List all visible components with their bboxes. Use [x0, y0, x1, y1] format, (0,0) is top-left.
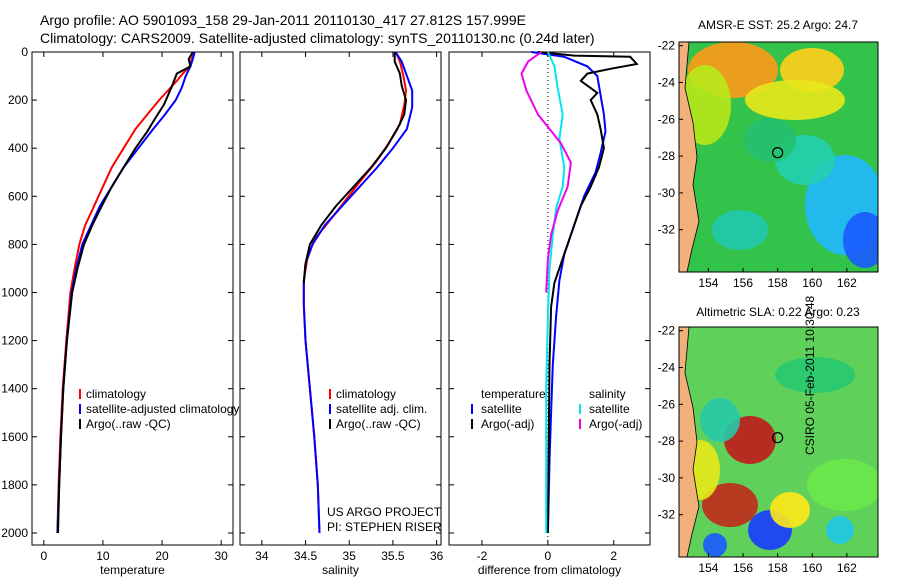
sla-map-frame — [678, 326, 879, 558]
depth-tick-label: 1200 — [1, 334, 28, 348]
temperature-xtick-label: 10 — [96, 549, 110, 563]
salinity-xtick-label: 35.5 — [381, 549, 405, 563]
depth-tick-label: 400 — [8, 141, 28, 155]
salinity-series-line — [302, 52, 408, 283]
sla-field-anomaly — [702, 483, 758, 527]
sla-lat-tick-label: -28 — [658, 434, 676, 448]
sla-land-mask — [679, 327, 700, 557]
sla-argo-position-marker — [772, 432, 784, 444]
difference-legend-label: Argo(-adj) — [481, 417, 534, 431]
temperature-legend-label: Argo(..raw -QC) — [86, 417, 171, 431]
project-credit: US ARGO PROJECT — [327, 505, 442, 519]
salinity-plot-frame — [239, 51, 442, 546]
difference-series-line — [531, 51, 607, 534]
temperature-xtick-label: 20 — [155, 549, 169, 563]
depth-tick-label: 1400 — [1, 382, 28, 396]
difference-xtick-label: 2 — [610, 549, 617, 563]
difference-xtick-label: 0 — [545, 549, 552, 563]
salinity-legend-label: satellite adj. clim. — [336, 402, 427, 416]
figure-title-line1: Argo profile: AO 5901093_158 29-Jan-2011… — [40, 12, 526, 28]
sst-lat-tick-label: -32 — [658, 223, 676, 237]
depth-tick-label: 800 — [8, 237, 28, 251]
sla-lat-tick-label: -26 — [658, 397, 676, 411]
sst-map-frame — [678, 41, 879, 273]
sla-lon-tick-label: 162 — [837, 561, 857, 575]
depth-tick-label: 1800 — [1, 478, 28, 492]
depth-tick-label: 1600 — [1, 430, 28, 444]
csiro-timestamp: CSIRO 05-Feb-2011 10:30:48 — [803, 295, 817, 455]
temperature-legend-label: climatology — [86, 387, 146, 401]
sla-field-anomaly — [826, 516, 854, 544]
salinity-xtick-label: 35 — [343, 549, 357, 563]
salinity-legend-label: climatology — [336, 387, 396, 401]
sst-lon-tick-label: 156 — [733, 276, 753, 290]
depth-tick-label: 200 — [8, 93, 28, 107]
figure-title-line2: Climatology: CARS2009. Satellite-adjuste… — [40, 30, 595, 46]
sla-lon-tick-label: 156 — [733, 561, 753, 575]
depth-tick-label: 0 — [21, 45, 28, 59]
sst-lat-tick-label: -30 — [658, 186, 676, 200]
sla-field-anomaly — [700, 398, 740, 442]
difference-legend-heading: temperature — [481, 387, 546, 401]
temperature-legend-label: satellite-adjusted climatology — [86, 402, 239, 416]
difference-legend-heading: salinity — [589, 387, 626, 401]
sst-lat-tick-label: -24 — [658, 75, 676, 89]
sst-field-anomaly — [712, 210, 768, 250]
difference-legend-label: Argo(-adj) — [589, 417, 642, 431]
sla-lon-tick-label: 158 — [768, 561, 788, 575]
sla-field-anomaly — [807, 459, 878, 511]
temperature-series-line — [57, 51, 194, 534]
sla-map-title: Altimetric SLA: 0.22 Argo: 0.23 — [696, 305, 860, 319]
sst-lon-tick-label: 160 — [802, 276, 822, 290]
sla-field-anomaly — [703, 533, 727, 557]
sst-lon-tick-label: 154 — [698, 276, 718, 290]
difference-series-line — [545, 51, 566, 533]
sla-field-anomaly — [770, 492, 810, 528]
sla-lat-tick-label: -24 — [658, 360, 676, 374]
sla-lat-tick-label: -22 — [658, 324, 676, 338]
difference-series-line — [537, 51, 639, 534]
sst-map-field — [679, 42, 878, 272]
sst-map-title: AMSR-E SST: 25.2 Argo: 24.7 — [697, 18, 859, 32]
sst-lat-tick-label: -28 — [658, 149, 676, 163]
salinity-xtick-label: 34 — [255, 549, 269, 563]
difference-series-line — [520, 51, 572, 293]
sst-lon-tick-label: 158 — [768, 276, 788, 290]
salinity-series-line — [302, 51, 414, 534]
sst-field-anomaly — [843, 212, 878, 268]
pi-credit: PI: STEPHEN RISER — [327, 520, 442, 534]
sst-lat-tick-label: -26 — [658, 112, 676, 126]
sst-field-anomaly — [745, 80, 845, 120]
sla-lat-tick-label: -32 — [658, 508, 676, 522]
sla-lon-tick-label: 160 — [802, 561, 822, 575]
sst-lon-tick-label: 162 — [837, 276, 857, 290]
sst-field-anomaly — [744, 118, 796, 162]
depth-tick-label: 2000 — [1, 526, 28, 540]
difference-legend-label: satellite — [481, 402, 522, 416]
temperature-xlabel: temperature — [100, 563, 165, 577]
salinity-xlabel: salinity — [322, 563, 359, 577]
temperature-xtick-label: 30 — [214, 549, 228, 563]
sst-argo-position-marker — [772, 147, 784, 159]
sla-lat-tick-label: -30 — [658, 471, 676, 485]
depth-tick-label: 600 — [8, 189, 28, 203]
difference-xtick-label: -2 — [477, 549, 488, 563]
temperature-xtick-label: 0 — [40, 549, 47, 563]
depth-tick-label: 1000 — [1, 285, 28, 299]
sla-field-anomaly — [775, 357, 855, 393]
sst-lat-tick-label: -22 — [658, 39, 676, 53]
salinity-xtick-label: 36 — [430, 549, 444, 563]
salinity-xtick-label: 34.5 — [294, 549, 318, 563]
temperature-plot-frame — [31, 51, 234, 546]
sla-lon-tick-label: 154 — [698, 561, 718, 575]
difference-xlabel: difference from climatology — [478, 563, 621, 577]
sst-land-mask — [679, 42, 700, 272]
difference-legend-label: satellite — [589, 402, 630, 416]
salinity-legend-label: Argo(..raw -QC) — [336, 417, 421, 431]
